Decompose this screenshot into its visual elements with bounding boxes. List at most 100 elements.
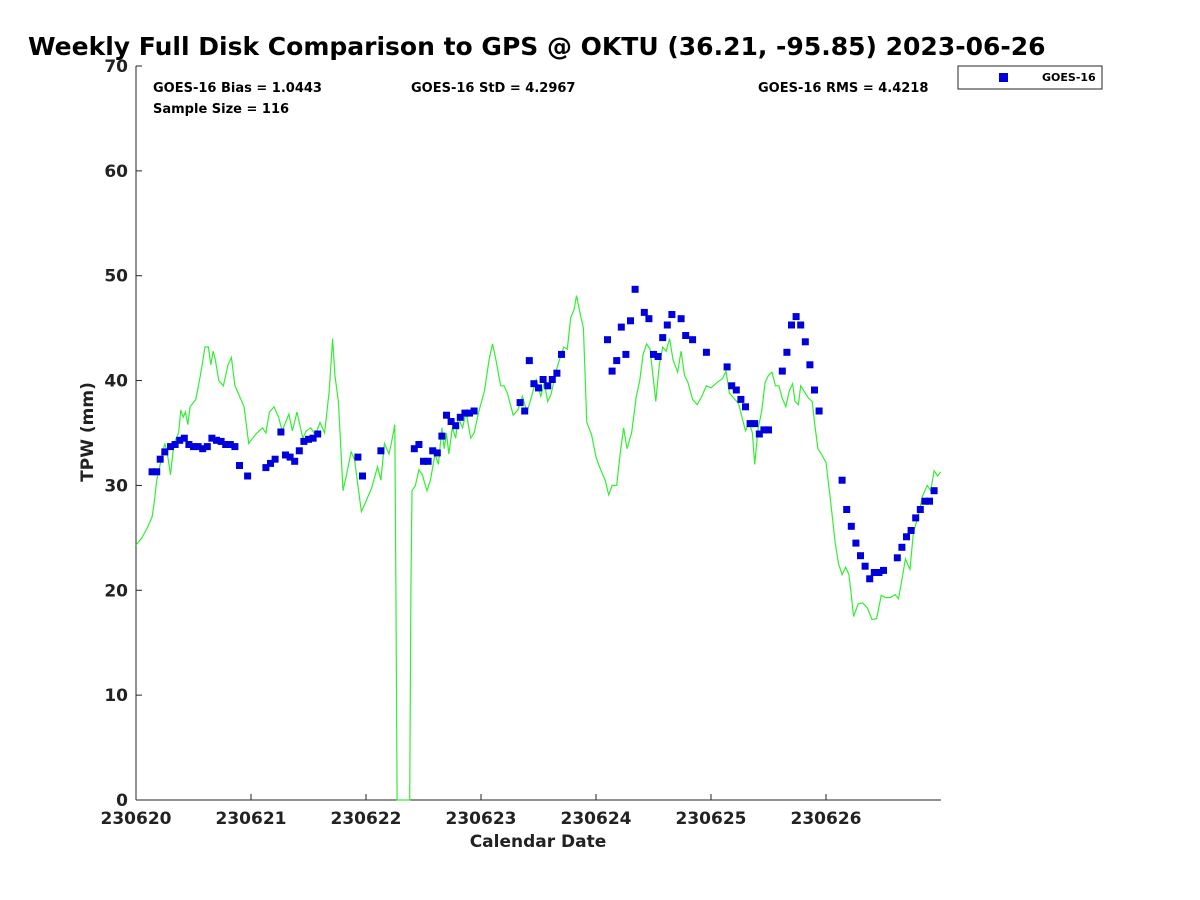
goes16-point [689,336,697,344]
goes16-point [631,285,639,293]
x-tick-label: 230625 [676,809,747,829]
goes16-point [544,382,552,390]
goes16-point [305,435,312,443]
goes16-point [309,434,317,442]
goes16-point [429,447,437,455]
goes16-point [354,453,362,461]
goes16-point [930,487,938,495]
chart-title: Weekly Full Disk Comparison to GPS @ OKT… [28,32,1046,61]
goes16-point [783,348,791,356]
goes16-point [916,506,924,513]
y-tick-label: 10 [104,686,128,706]
goes16-point [447,418,455,425]
x-axis-label: Calendar Date [470,832,607,852]
goes16-point [171,441,179,448]
goes16-point [314,430,322,438]
goes16-point [893,554,901,562]
goes16-point [728,382,736,390]
goes16-point [912,514,920,522]
plot-area [135,66,941,801]
rms-stat: GOES-16 RMS = 4.4218 [758,81,928,96]
gps-tpw-line [135,295,942,801]
goes16-point [185,441,193,448]
goes16-point [843,506,851,513]
goes16-point [199,445,207,453]
goes16-point [613,357,621,365]
goes16-point [461,409,469,417]
goes16-point [604,336,611,344]
goes16-point [161,448,169,456]
legend-box [957,65,1103,90]
goes16-point [452,422,460,430]
goes16-point [815,407,823,415]
goes16-point [156,455,164,463]
goes16-point [870,569,878,576]
goes16-point [558,350,565,358]
goes16-point [903,533,910,541]
goes16-point [778,367,786,375]
x-axis-ticks: 230620 230621 230622 230623 230624 230625 2306… [101,794,862,829]
goes16-point [194,443,202,451]
goes16-point [521,407,529,415]
goes16-point [746,420,754,428]
goes16-point [921,497,929,505]
x-tick-label: 230623 [446,809,517,829]
goes16-point [267,459,274,467]
goes-points-layer [148,285,938,583]
goes16-point [861,562,869,570]
goes16-point [765,426,772,434]
goes16-point [415,441,423,448]
goes16-point [470,407,478,415]
x-tick-label: 230621 [216,809,287,829]
goes16-point [433,449,441,457]
goes16-point [525,357,533,365]
bias-stat: GOES-16 Bias = 1.0443 [153,81,322,96]
goes16-point [271,455,279,463]
goes16-point [898,543,906,551]
x-tick-label: 230620 [101,809,172,829]
y-tick-label: 40 [104,372,128,392]
goes16-point [742,403,749,411]
goes16-point [755,430,763,438]
goes16-point [723,363,731,371]
goes16-point [148,468,156,476]
x-tick-label: 230624 [561,809,632,829]
goes16-point [732,386,740,394]
goes16-point [677,315,685,323]
goes16-point [792,313,800,321]
goes16-point [847,522,855,530]
goes16-point [801,338,809,346]
goes16-point [291,457,299,465]
goes16-point [663,321,671,329]
goes16-point [456,413,464,421]
goes16-point [443,411,450,419]
y-tick-label: 0 [116,791,128,811]
goes16-point [516,399,524,407]
goes16-point [262,464,270,472]
y-tick-label: 60 [104,162,128,182]
goes16-point [530,380,538,388]
std-stat: GOES-16 StD = 4.2967 [411,81,575,96]
goes16-point [608,367,616,375]
gps-line-layer [135,295,942,801]
goes16-point [926,497,933,505]
goes16-point [208,434,216,442]
goes16-point [282,451,289,459]
y-tick-label: 30 [104,476,128,496]
goes16-point [702,348,710,356]
goes16-point [627,317,634,325]
goes16-point [438,432,446,440]
goes16-point [811,386,818,394]
goes16-point [277,428,285,436]
y-tick-label: 50 [104,267,128,287]
x-tick-label: 230626 [791,809,862,829]
goes16-point [226,441,234,448]
goes16-point [359,472,366,480]
goes16-point [231,443,239,451]
goes16-point [682,332,690,339]
goes16-point [213,436,220,444]
goes16-point [737,395,745,403]
y-axis-ticks: 0 10 20 30 40 50 60 70 [104,57,142,811]
goes16-point [244,472,252,480]
goes16-point [420,457,427,465]
